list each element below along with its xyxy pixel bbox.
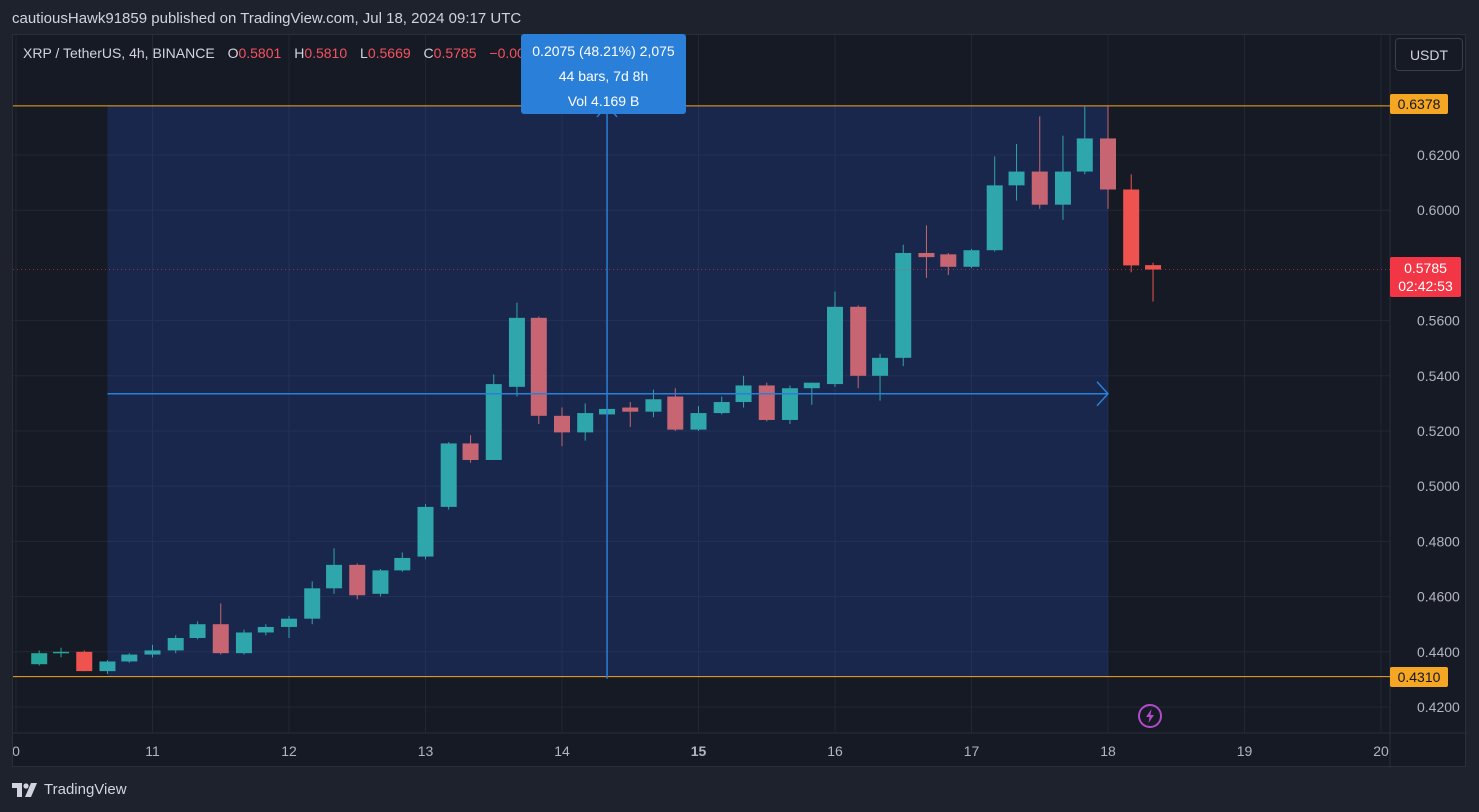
chart-area[interactable]: 0.4200 0.4400 0.4600 0.4800 0.5000 0.5200 0.54… (12, 34, 1467, 768)
candle-body[interactable] (622, 407, 639, 412)
close-label: C (423, 45, 434, 61)
x-tick-label: 17 (964, 743, 980, 759)
brand-name: TradingView (44, 781, 127, 798)
symbol-label[interactable]: XRP / TetherUS, 4h, BINANCE (23, 45, 215, 61)
publisher-line: cautiousHawk91859 published on TradingVi… (12, 10, 522, 27)
ohlc-legend: XRP / TetherUS, 4h, BINANCE O0.5801 H0.5… (23, 45, 601, 61)
currency-button[interactable]: USDT (1395, 38, 1463, 71)
candle-body[interactable] (304, 588, 321, 619)
y-tick-label: 0.4400 (1417, 644, 1460, 660)
candle-body[interactable] (827, 306, 843, 385)
candle-body[interactable] (872, 357, 889, 376)
y-tick-label: 0.4800 (1417, 533, 1460, 549)
candle-body[interactable] (76, 651, 93, 672)
candle-body[interactable] (440, 443, 457, 507)
candle-body[interactable] (485, 384, 502, 460)
y-tick-label: 0.4200 (1417, 699, 1460, 715)
candle-body[interactable] (31, 653, 48, 665)
candle-body[interactable] (940, 254, 957, 267)
close-value: 0.5785 (433, 45, 477, 61)
x-tick-label: 13 (418, 743, 434, 759)
candle-body[interactable] (895, 252, 912, 358)
candle-body[interactable] (167, 638, 184, 651)
candle-body[interactable] (462, 443, 479, 460)
measure-volume: Vol 4.169 B (567, 93, 640, 109)
candle-body[interactable] (645, 399, 662, 412)
measure-arrow-right (1096, 381, 1110, 407)
candle-body[interactable] (1076, 138, 1093, 172)
measure-price-change: 0.2075 (48.21%) 2,075 (532, 43, 675, 59)
high-label: H (294, 45, 305, 61)
candle-body[interactable] (212, 624, 229, 654)
y-tick-label: 0.6200 (1417, 147, 1460, 163)
bar-countdown: 02:42:53 (1398, 278, 1453, 294)
last-price: 0.5785 (1404, 260, 1447, 276)
candle-body[interactable] (758, 385, 775, 420)
candle-body[interactable] (577, 413, 594, 433)
candle-body[interactable] (99, 661, 116, 672)
candle-body[interactable] (257, 626, 274, 633)
measure-tooltip: 0.2075 (48.21%) 2,075 44 bars, 7d 8h Vol… (521, 34, 686, 114)
candle-body[interactable] (326, 564, 343, 589)
candle-body[interactable] (803, 382, 820, 389)
low-label: L (360, 45, 368, 61)
candle-body[interactable] (235, 632, 252, 654)
y-tick-label: 0.6000 (1417, 202, 1460, 218)
candle-body[interactable] (1123, 189, 1140, 266)
candle-body[interactable] (1008, 171, 1025, 186)
candle-body[interactable] (189, 624, 206, 638)
candle-body[interactable] (850, 306, 867, 376)
candle-body[interactable] (508, 317, 525, 387)
candle-body[interactable] (53, 651, 70, 654)
low-value: 0.5669 (367, 45, 411, 61)
high-value: 0.5810 (304, 45, 348, 61)
candle-body[interactable] (713, 402, 730, 414)
candle-body[interactable] (372, 570, 389, 594)
range-low-price-tag: 0.4310 (1390, 667, 1448, 687)
range-high-price-tag: 0.6378 (1390, 94, 1448, 114)
candle-body[interactable] (918, 252, 935, 258)
lightning-icon[interactable] (1137, 703, 1163, 729)
x-tick-label: 0 (13, 743, 20, 759)
candle-body[interactable] (1054, 171, 1071, 205)
candle-body[interactable] (986, 185, 1003, 251)
x-tick-label: 16 (827, 743, 843, 759)
candle-body[interactable] (144, 650, 161, 655)
candle-body[interactable] (1145, 265, 1162, 270)
candle-body[interactable] (963, 250, 980, 267)
tradingview-brand[interactable]: TradingView (12, 781, 127, 798)
candle-body[interactable] (281, 618, 297, 627)
candle-body[interactable] (690, 413, 707, 430)
x-tick-label: 15 (691, 743, 707, 759)
x-tick-label: 12 (281, 743, 297, 759)
candle-body[interactable] (1031, 171, 1048, 205)
measure-bars: 44 bars, 7d 8h (558, 68, 649, 84)
open-value: 0.5801 (238, 45, 282, 61)
candle-body[interactable] (417, 506, 434, 557)
candle-body[interactable] (1100, 138, 1116, 190)
tradingview-logo-icon (12, 782, 37, 797)
y-tick-label: 0.5600 (1417, 313, 1460, 329)
candle-body[interactable] (554, 415, 570, 433)
candle-body[interactable] (394, 557, 411, 571)
last-price-tag: 0.5785 02:42:53 (1390, 257, 1461, 297)
y-tick-label: 0.5000 (1417, 478, 1460, 494)
y-tick-label: 0.4600 (1417, 589, 1460, 605)
x-tick-label: 18 (1100, 743, 1116, 759)
x-tick-label: 19 (1237, 743, 1253, 759)
candle-body[interactable] (121, 654, 138, 662)
y-tick-label: 0.5400 (1417, 368, 1460, 384)
candle-body[interactable] (349, 564, 366, 596)
x-tick-label: 14 (554, 743, 570, 759)
candlestick-chart[interactable]: 0.4200 0.4400 0.4600 0.4800 0.5000 0.5200 0.54… (13, 35, 1467, 768)
open-label: O (227, 45, 239, 61)
candle-body[interactable] (667, 396, 684, 430)
x-tick-label: 20 (1373, 743, 1389, 759)
candle-body[interactable] (781, 388, 798, 420)
x-tick-label: 11 (145, 743, 160, 759)
candle-body[interactable] (530, 317, 547, 416)
y-tick-label: 0.5200 (1417, 423, 1460, 439)
